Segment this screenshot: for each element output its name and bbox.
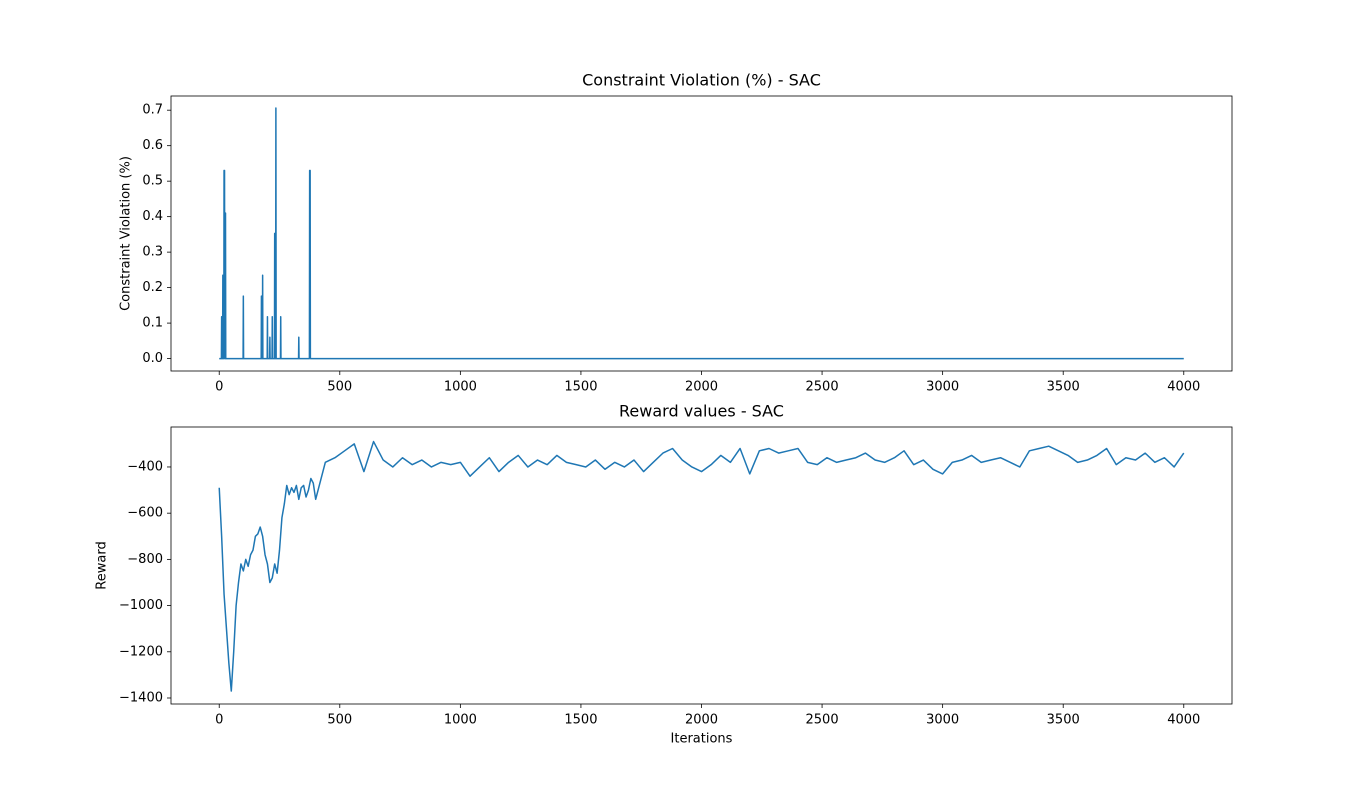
axes-frame bbox=[170, 95, 1233, 372]
chart-title: Constraint Violation (%) - SAC bbox=[582, 71, 821, 90]
x-tick-label: 3000 bbox=[926, 713, 959, 728]
x-tick-label: 0 bbox=[215, 713, 223, 728]
y-tick-label: 0.0 bbox=[142, 351, 163, 366]
x-tick-label: 3500 bbox=[1047, 713, 1080, 728]
x-tick-label: 2500 bbox=[806, 380, 839, 395]
x-tick-label: 3500 bbox=[1047, 380, 1080, 395]
y-tick-label: 0.5 bbox=[142, 174, 163, 189]
x-tick-label: 4000 bbox=[1167, 380, 1200, 395]
x-tick-label: 1500 bbox=[564, 713, 597, 728]
y-tick-label: 0.4 bbox=[142, 209, 163, 224]
data-line bbox=[219, 107, 1184, 360]
x-tick-label: 1500 bbox=[564, 380, 597, 395]
x-tick-label: 2000 bbox=[685, 380, 718, 395]
y-tick-label: −1400 bbox=[119, 690, 163, 705]
x-tick-label: 4000 bbox=[1167, 713, 1200, 728]
y-tick-label: 0.3 bbox=[142, 245, 163, 260]
y-tick-label: −1000 bbox=[119, 598, 163, 613]
y-tick-label: 0.1 bbox=[142, 316, 163, 331]
y-tick-label: −1200 bbox=[119, 644, 163, 659]
y-tick-label: 0.6 bbox=[142, 138, 163, 153]
x-tick-label: 3000 bbox=[926, 380, 959, 395]
y-axis-label: Reward bbox=[95, 541, 110, 589]
axes-frame bbox=[170, 426, 1233, 705]
data-line bbox=[218, 440, 1185, 692]
y-tick-label: 0.2 bbox=[142, 280, 163, 295]
y-tick-label: −400 bbox=[127, 459, 163, 474]
x-tick-label: 2000 bbox=[685, 713, 718, 728]
x-tick-label: 2500 bbox=[806, 713, 839, 728]
x-tick-label: 500 bbox=[327, 713, 352, 728]
x-tick-label: 1000 bbox=[444, 713, 477, 728]
y-tick-label: −600 bbox=[127, 506, 163, 521]
y-axis-label: Constraint Violation (%) bbox=[119, 156, 134, 311]
x-tick-label: 500 bbox=[327, 380, 352, 395]
chart-title: Reward values - SAC bbox=[619, 402, 784, 421]
y-tick-label: −800 bbox=[127, 552, 163, 567]
x-tick-label: 1000 bbox=[444, 380, 477, 395]
y-tick-label: 0.7 bbox=[142, 103, 163, 118]
x-axis-label: Iterations bbox=[671, 732, 733, 747]
x-tick-label: 0 bbox=[215, 380, 223, 395]
